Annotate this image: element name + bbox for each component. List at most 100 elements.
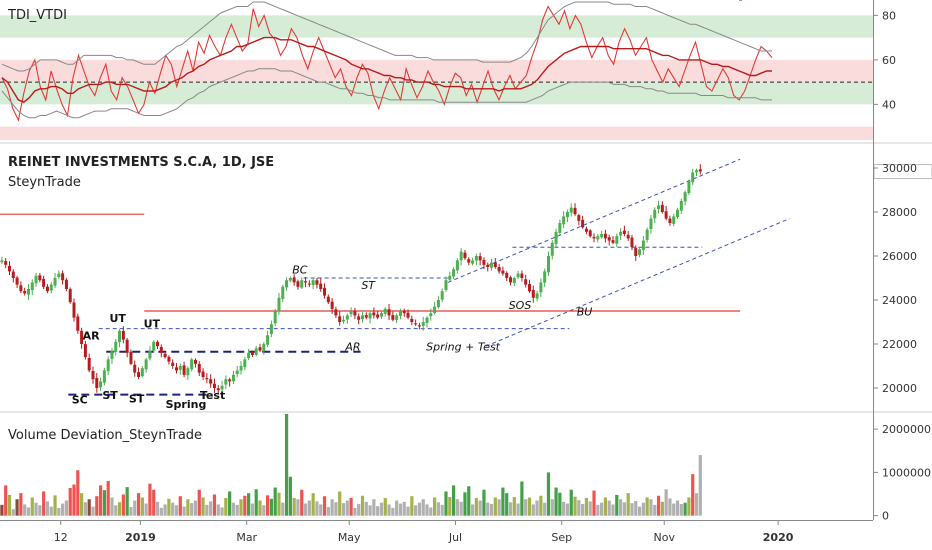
candle-body	[372, 312, 376, 316]
x-tick-label: 12	[54, 531, 68, 544]
candle-body	[619, 231, 623, 236]
candle-body	[660, 204, 664, 212]
candle-body	[106, 359, 110, 372]
volume-bar	[675, 500, 680, 516]
candle-body	[402, 310, 406, 314]
candle-body	[121, 330, 125, 340]
candle-body	[676, 209, 680, 218]
y-tick-label: 28000	[882, 206, 917, 219]
volume-bar	[338, 491, 342, 516]
volume-bar	[535, 500, 539, 516]
candle-body	[292, 277, 296, 283]
price-line-channel_lower	[485, 218, 790, 347]
tdi-line-upper_band	[1, 1, 772, 72]
price-annotation: ST	[129, 392, 145, 405]
volume-bar	[61, 503, 65, 516]
candle-body	[406, 312, 410, 318]
volume-bar	[645, 497, 649, 516]
y-tick-label: 2000000	[882, 423, 931, 436]
candle-body	[156, 341, 160, 347]
tdi-line-signal	[1, 36, 772, 104]
candle-body	[600, 234, 604, 238]
volume-bar	[634, 500, 638, 516]
volume-bar	[433, 497, 437, 516]
volume-bar	[91, 506, 95, 516]
volume-bar	[573, 496, 577, 516]
candle-body	[391, 315, 395, 320]
candle-body	[323, 287, 327, 296]
candle-body	[201, 371, 205, 377]
volume-bar	[368, 505, 372, 516]
candle-body	[387, 309, 391, 316]
volume-bar	[467, 486, 471, 516]
y-tick-label: 24000	[882, 294, 917, 307]
candle-body	[558, 223, 562, 233]
volume-bar	[463, 492, 467, 516]
candle-body	[497, 267, 501, 272]
volume-bar	[569, 489, 573, 516]
volume-bar	[148, 483, 152, 516]
candle-body	[26, 289, 30, 295]
candle-body	[4, 261, 8, 265]
volume-bar	[129, 507, 133, 516]
candle-body	[269, 324, 273, 335]
candle-body	[433, 306, 437, 314]
candle-body	[436, 300, 440, 308]
candle-body	[53, 278, 57, 286]
volume-bar	[470, 504, 475, 516]
candle-body	[539, 282, 543, 293]
candle-body	[672, 216, 676, 224]
candle-body	[550, 242, 554, 256]
volume-bar	[277, 492, 281, 516]
candle-body	[42, 278, 46, 287]
volume-bar	[247, 493, 251, 516]
volume-bar	[349, 497, 353, 516]
x-tick-label: Jul	[448, 531, 462, 544]
candle-body	[342, 319, 346, 322]
volume-bar	[615, 494, 619, 516]
candle-body	[535, 293, 539, 299]
candle-body	[440, 291, 444, 300]
volume-bar	[641, 502, 645, 516]
candle-body	[224, 379, 228, 385]
candle-body	[360, 315, 364, 320]
volume-bar	[311, 493, 315, 516]
candle-body	[144, 359, 148, 370]
candle-body	[91, 371, 95, 380]
candle-body	[698, 169, 702, 172]
candle-body	[603, 233, 607, 239]
candle-body	[125, 339, 129, 353]
volume-bar	[406, 506, 410, 516]
candle-body	[38, 275, 42, 281]
volume-bar	[653, 504, 657, 516]
volume-bar	[26, 507, 31, 516]
volume-bar	[182, 506, 186, 516]
volume-bar	[152, 489, 156, 516]
candle-body	[531, 289, 535, 298]
candle-body	[296, 281, 300, 287]
volume-bar	[64, 500, 69, 516]
volume-bar	[98, 485, 103, 516]
candle-body	[573, 207, 577, 215]
candle-body	[569, 207, 573, 213]
volume-bar	[303, 503, 308, 516]
candle-body	[490, 262, 494, 268]
volume-bar	[15, 499, 19, 516]
volume-pane	[0, 0, 743, 516]
volume-bar	[319, 504, 323, 516]
y-tick-label: 60	[882, 54, 896, 67]
volume-bar	[656, 495, 661, 516]
volume-bar	[698, 455, 702, 516]
volume-bar	[155, 501, 160, 516]
candle-body	[266, 335, 270, 345]
candle-body	[527, 284, 531, 292]
volume-bar	[281, 502, 285, 516]
candle-body	[630, 237, 634, 248]
candle-body	[273, 311, 277, 324]
volume-bar	[630, 503, 634, 516]
volume-bar	[448, 497, 452, 516]
candle-body	[501, 270, 505, 274]
candle-body	[482, 259, 486, 265]
volume-bar	[121, 494, 125, 516]
candle-body	[383, 308, 387, 314]
